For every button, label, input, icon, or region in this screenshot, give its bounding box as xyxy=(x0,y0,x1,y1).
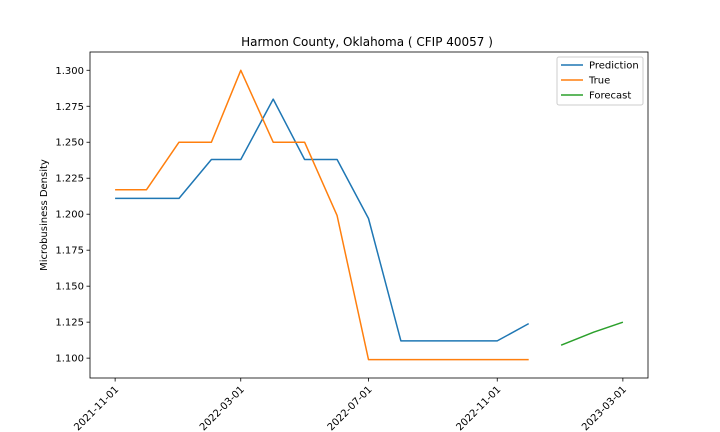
chart-title: Harmon County, Oklahoma ( CFIP 40057 ) xyxy=(241,35,493,49)
y-tick-label: 1.300 xyxy=(55,66,84,77)
y-tick-label: 1.175 xyxy=(55,246,84,257)
y-tick-label: 1.225 xyxy=(55,174,84,185)
x-tick-label: 2021-11-01 xyxy=(72,384,121,432)
legend-label-prediction: Prediction xyxy=(589,61,639,72)
y-tick-label: 1.125 xyxy=(55,318,84,329)
x-tick-label: 2023-03-01 xyxy=(580,384,629,432)
y-axis: 1.100 1.125 1.150 1.175 1.200 1.225 1.250 1.275… xyxy=(55,66,90,365)
x-tick-label: 2022-07-01 xyxy=(326,384,375,432)
y-axis-label: Microbusiness Density xyxy=(39,159,50,271)
series-line-forecast xyxy=(560,321,624,346)
series-line-true xyxy=(115,69,529,361)
legend-label-forecast: Forecast xyxy=(589,91,631,102)
y-tick-label: 1.100 xyxy=(55,354,84,365)
y-tick-label: 1.275 xyxy=(55,102,84,113)
legend: Prediction True Forecast xyxy=(556,56,644,106)
x-axis: 2021-11-01 2022-03-01 2022-07-01 2022-11-01… xyxy=(72,378,629,432)
legend-frame xyxy=(556,56,644,106)
y-tick-label: 1.200 xyxy=(55,210,84,221)
plot-area xyxy=(89,51,649,379)
legend-label-true: True xyxy=(588,76,610,87)
series-lines xyxy=(115,69,624,361)
x-tick-label: 2022-03-01 xyxy=(198,384,247,432)
y-tick-label: 1.150 xyxy=(55,282,84,293)
y-tick-label: 1.250 xyxy=(55,138,84,149)
x-tick-label: 2022-11-01 xyxy=(454,384,503,432)
series-line-prediction xyxy=(115,98,530,342)
